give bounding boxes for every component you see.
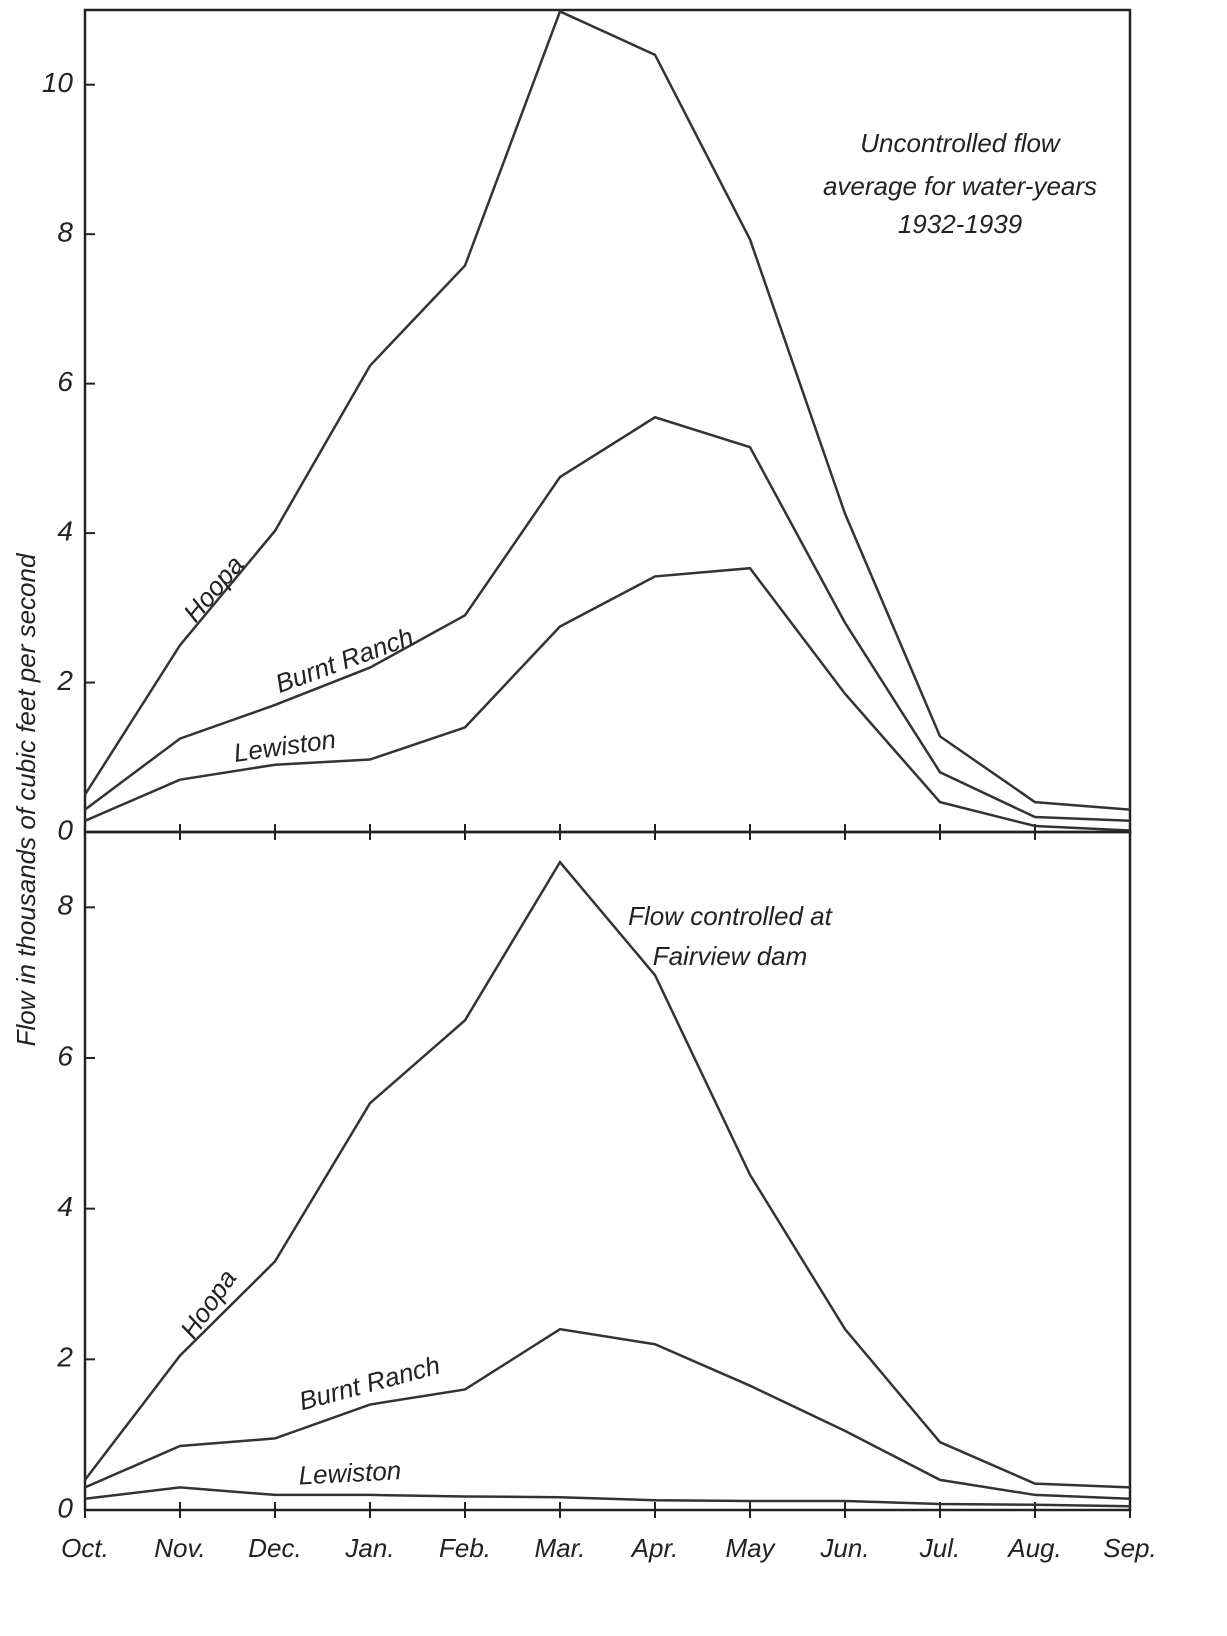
y-tick-label: 2	[56, 1342, 73, 1373]
y-tick-label: 8	[57, 890, 73, 921]
x-tick-label: May	[725, 1533, 776, 1563]
x-tick-label: Jan.	[344, 1533, 394, 1563]
y-axis-label: Flow in thousands of cubic feet per seco…	[11, 552, 41, 1046]
plot-frame	[83, 830, 1132, 1512]
series-label: Burnt Ranch	[271, 621, 417, 699]
x-tick-label: Apr.	[630, 1533, 679, 1563]
y-tick-label: 4	[57, 1191, 73, 1222]
x-tick-label: Feb.	[439, 1533, 491, 1563]
series-line	[84, 415, 1131, 823]
x-tick-label: Oct.	[61, 1533, 109, 1563]
x-tick-label: Jul.	[919, 1533, 960, 1563]
x-tick-label: Dec.	[248, 1533, 301, 1563]
y-tick-label: 4	[57, 515, 73, 546]
annotation: Uncontrolled flow	[860, 128, 1062, 158]
x-tick-label: Nov.	[154, 1533, 206, 1563]
y-tick-label: 8	[57, 217, 73, 248]
x-tick-label: Aug.	[1006, 1533, 1062, 1563]
series-label: Lewiston	[298, 1455, 402, 1490]
series-line	[84, 1327, 1131, 1500]
y-tick-label: 10	[42, 67, 74, 98]
annotation: average for water-years	[823, 171, 1097, 201]
y-tick-label: 2	[56, 665, 73, 696]
y-tick-label: 0	[57, 814, 73, 845]
y-tick-label: 0	[57, 1492, 73, 1523]
series-label: Hoopa	[177, 550, 249, 628]
x-tick-label: Jun.	[819, 1533, 869, 1563]
series-label: Burnt Ranch	[296, 1350, 443, 1416]
y-tick-label: 6	[57, 366, 73, 397]
annotation: Fairview dam	[653, 941, 808, 971]
series-line	[84, 1486, 1131, 1508]
series-line	[84, 566, 1131, 832]
series-line	[84, 859, 1131, 1489]
annotation: 1932-1939	[898, 209, 1022, 239]
series-line	[83, 9, 1131, 811]
annotation: Flow controlled at	[628, 901, 834, 931]
x-tick-label: Sep.	[1103, 1533, 1157, 1563]
x-tick-label: Mar.	[534, 1533, 585, 1563]
y-tick-label: 6	[57, 1040, 73, 1071]
